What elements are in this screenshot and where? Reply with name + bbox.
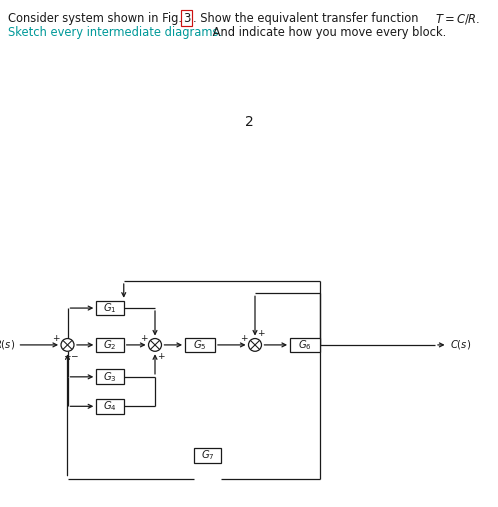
Text: Consider system shown in Fig.: Consider system shown in Fig. — [8, 12, 186, 24]
Text: $G_2$: $G_2$ — [103, 338, 117, 352]
Text: +: + — [257, 329, 265, 338]
Text: +: + — [240, 334, 247, 343]
Text: 3: 3 — [183, 12, 190, 24]
Text: 2: 2 — [245, 116, 253, 129]
Text: −: − — [63, 352, 70, 360]
Bar — [96, 370, 124, 384]
Text: $G_1$: $G_1$ — [103, 301, 117, 315]
Text: $T = C/R.$: $T = C/R.$ — [435, 12, 480, 25]
Text: . Show the equivalent transfer function: . Show the equivalent transfer function — [193, 12, 422, 24]
Bar — [96, 301, 124, 315]
Text: $G_5$: $G_5$ — [193, 338, 207, 352]
Circle shape — [249, 339, 261, 351]
Text: $C(s)$: $C(s)$ — [450, 338, 471, 351]
Text: −: − — [70, 352, 77, 360]
Text: $G_7$: $G_7$ — [201, 449, 214, 462]
Bar — [96, 338, 124, 352]
Text: And indicate how you move every block.: And indicate how you move every block. — [209, 26, 446, 39]
Text: $G_3$: $G_3$ — [103, 370, 117, 384]
Text: $G_4$: $G_4$ — [103, 400, 117, 413]
Bar — [96, 399, 124, 414]
Bar — [185, 338, 215, 352]
Circle shape — [148, 339, 161, 351]
Circle shape — [61, 339, 74, 351]
Text: Sketch every intermediate diagrams.: Sketch every intermediate diagrams. — [8, 26, 222, 39]
Text: $R(s)$: $R(s)$ — [0, 338, 15, 351]
Text: $G_6$: $G_6$ — [298, 338, 312, 352]
Bar — [290, 338, 320, 352]
Text: +: + — [140, 334, 147, 343]
Bar — [194, 448, 221, 463]
Text: +: + — [157, 352, 165, 360]
Text: +: + — [52, 334, 60, 343]
